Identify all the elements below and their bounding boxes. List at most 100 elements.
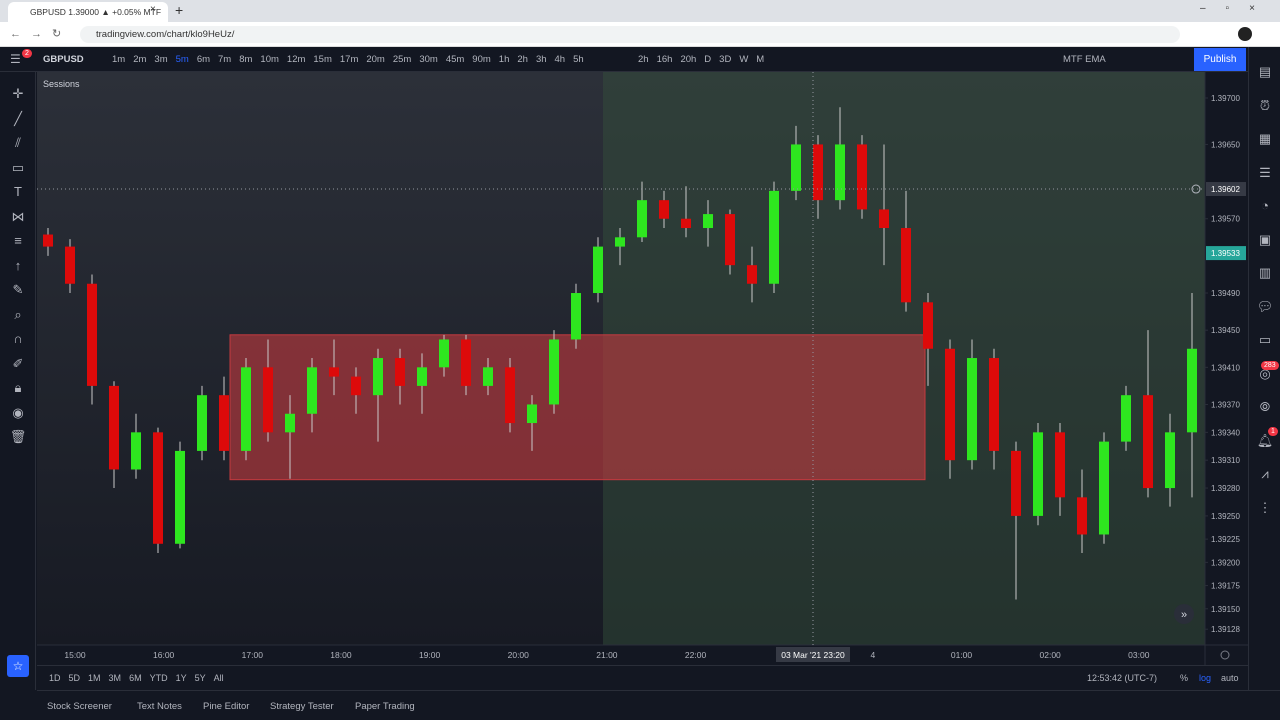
y-tick-label: 1.39570 <box>1211 215 1240 224</box>
interval[interactable]: 3m <box>154 54 168 65</box>
candle-body <box>967 358 977 461</box>
browser-tabbar: GBPUSD 1.39000 ▲ +0.05% MTF × + –▫× <box>0 0 1280 22</box>
scroll-icon: » <box>1181 609 1187 621</box>
interval[interactable]: 20h <box>680 54 697 65</box>
interval[interactable]: 30m <box>419 54 438 65</box>
last-price: 1.39533 <box>1211 249 1240 258</box>
interval[interactable]: 25m <box>392 54 412 65</box>
percent-toggle[interactable]: % <box>1180 673 1189 683</box>
symbol[interactable]: GBPUSD <box>43 54 84 65</box>
candle-body <box>351 376 361 396</box>
interval[interactable]: 1m <box>112 54 126 65</box>
interval[interactable]: W <box>739 54 749 65</box>
candle-body <box>373 358 383 396</box>
tab-close[interactable]: × <box>150 4 156 15</box>
bottom-tab[interactable]: Text Notes <box>137 701 182 712</box>
interval[interactable]: 6m <box>196 54 211 65</box>
indicator[interactable]: MTF EMA <box>1063 54 1106 65</box>
interval[interactable]: 10m <box>260 54 279 65</box>
candle-body <box>527 404 537 424</box>
y-tick-label: 1.39150 <box>1211 605 1240 614</box>
interval[interactable]: 12m <box>286 54 306 65</box>
clock: 12:53:42 (UTC-7) <box>1087 673 1158 683</box>
drawing-tools[interactable]: ✛ ╱ ⫽ ▭ T ⋈ ≡ ↑ ✎ ⌕ ∩ ✐ 🔒︎ ◉ 🗑︎ <box>9 86 27 444</box>
interval[interactable]: D <box>704 54 712 65</box>
range[interactable]: 6M <box>129 673 142 683</box>
range[interactable]: 1D <box>49 673 61 683</box>
candle-body <box>637 200 647 238</box>
interval[interactable]: 7m <box>218 54 232 65</box>
intervals: 1m 2m 3m 5m 6m 7m 8m 10m 12m 15m 17m 20m 25m 30m 45m 90… <box>108 54 588 65</box>
interval[interactable]: 20m <box>366 54 385 65</box>
legend: Sessions <box>43 79 80 89</box>
publish-button[interactable]: Publish <box>1194 48 1246 71</box>
candle-body <box>461 339 471 386</box>
scroll-button[interactable] <box>1174 604 1194 624</box>
interval[interactable]: 8m <box>239 54 253 65</box>
crosshair-price-box <box>1206 182 1246 197</box>
interval[interactable]: 5h <box>573 54 584 65</box>
interval[interactable]: 4h <box>554 54 566 65</box>
log-toggle[interactable]: log <box>1199 673 1212 683</box>
ranges: 1D 5D 1M 3M 6M YTD 1Y 5Y All <box>45 673 228 683</box>
x-tick-label: 19:00 <box>419 650 441 660</box>
range[interactable]: 3M <box>108 673 122 683</box>
nav-buttons[interactable]: ←→↻ <box>10 28 72 40</box>
interval[interactable]: 15m <box>313 54 332 65</box>
interval[interactable]: 3h <box>535 54 547 65</box>
profile[interactable] <box>1238 27 1252 41</box>
interval[interactable]: 2h <box>638 54 649 65</box>
watchlist-button[interactable]: ☆ <box>7 655 29 677</box>
sidebar-icons[interactable]: ▤ ⏰︎ ▦ ☰ ◔ ▣ ▥ 💬︎ ▭ ◎ ⦾ 🔔︎ ⩘ ⋮ <box>1256 64 1274 515</box>
y-tick-label: 1.39175 <box>1211 582 1240 591</box>
menu[interactable]: ☰ <box>10 52 21 66</box>
bottom-tab[interactable]: Strategy Tester <box>270 701 334 712</box>
range[interactable]: 1Y <box>175 673 187 683</box>
x-tick-label: 02:00 <box>1040 650 1062 660</box>
bottom-tabs: Stock Screener Text Notes Pine Editor Strat… <box>37 690 1280 720</box>
range[interactable]: 5D <box>68 673 81 683</box>
candle-body <box>197 395 207 451</box>
candle-body <box>505 367 515 424</box>
range[interactable]: YTD <box>149 673 168 683</box>
crosshair-time-box <box>776 647 850 662</box>
candle-body <box>989 358 999 451</box>
interval[interactable]: 2m <box>133 54 147 65</box>
candle-body <box>65 246 75 284</box>
range[interactable]: 1M <box>88 673 101 683</box>
candle-body <box>153 432 163 544</box>
new-tab[interactable]: + <box>175 2 184 18</box>
range[interactable]: All <box>213 673 224 683</box>
interval[interactable]: 3D <box>719 54 732 65</box>
interval[interactable]: 17m <box>339 54 359 65</box>
tv-toolbar: ☰ 2 GBPUSD 1m 2m 3m 5m 6m 7m 8m 10m 12m 15m 17m 20m… <box>0 47 1280 72</box>
crosshair-time: 03 Mar '21 23:20 <box>781 650 845 660</box>
interval[interactable]: 90m <box>472 54 491 65</box>
window-controls[interactable]: –▫× <box>1200 3 1275 14</box>
auto-toggle[interactable]: auto <box>1221 673 1239 683</box>
y-tick-label: 1.39700 <box>1211 94 1240 103</box>
url-field[interactable]: tradingview.com/chart/klo9HeUz/ <box>80 26 1180 43</box>
y-tick-label: 1.39310 <box>1211 456 1240 465</box>
range[interactable]: 5Y <box>194 673 206 683</box>
interval[interactable]: 16h <box>656 54 673 65</box>
browser-tab[interactable]: GBPUSD 1.39000 ▲ +0.05% MTF <box>8 2 168 22</box>
candle-body <box>791 144 801 191</box>
candle-body <box>1187 348 1197 433</box>
candle-body <box>395 358 405 386</box>
candle-body <box>1011 450 1021 516</box>
bottom-tab[interactable]: Pine Editor <box>203 701 250 712</box>
interval[interactable]: 5m <box>175 54 189 65</box>
interval[interactable]: 1h <box>498 54 510 65</box>
interval[interactable]: M <box>756 54 765 65</box>
bottom-tab[interactable]: Paper Trading <box>355 701 415 712</box>
candle-body <box>329 367 339 377</box>
y-tick-label: 1.39410 <box>1211 363 1240 372</box>
settings-icon[interactable] <box>1220 650 1230 660</box>
range-rectangle <box>229 334 926 481</box>
interval[interactable]: 2h <box>517 54 528 65</box>
interval[interactable]: 45m <box>445 54 465 65</box>
bottom-tab[interactable]: Stock Screener <box>47 701 112 712</box>
